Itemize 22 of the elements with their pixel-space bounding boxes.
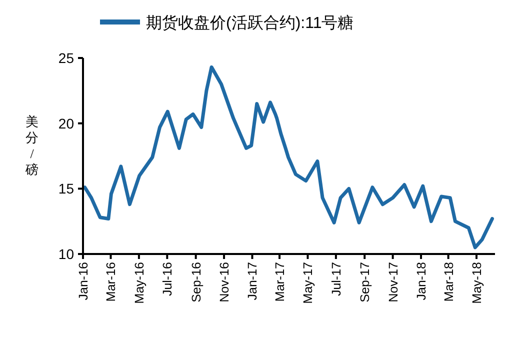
x-tick-label: May-18 — [470, 262, 484, 304]
x-tick-label: Jan-16 — [76, 262, 90, 300]
y-tick-label: 10 — [58, 246, 74, 262]
x-tick-label: May-17 — [301, 262, 316, 304]
x-tick-label: May-16 — [132, 262, 146, 304]
x-tick-label: Jul-16 — [160, 262, 175, 296]
legend: 期货收盘价(活跃合约):11号糖 — [100, 15, 354, 32]
x-tick-label: Jan-17 — [246, 262, 260, 300]
x-tick-label: Mar-18 — [442, 262, 456, 302]
x-tick-label: Mar-16 — [104, 262, 118, 302]
y-tick-label: 25 — [58, 50, 74, 66]
legend-label: 期货收盘价(活跃合约):11号糖 — [146, 14, 354, 32]
x-tick-label: Sep-16 — [189, 262, 204, 302]
x-tick-label: Mar-17 — [273, 262, 288, 302]
x-tick-label: Sep-17 — [358, 262, 372, 302]
y-axis-title: 美分/磅 — [24, 114, 38, 177]
x-tick-label: Jul-17 — [329, 262, 344, 296]
x-tick-label: Jan-18 — [414, 262, 429, 300]
x-tick-label: Nov-16 — [218, 262, 232, 302]
y-tick-label: 20 — [58, 115, 74, 132]
y-tick-label: 15 — [58, 180, 74, 197]
x-tick-label: Nov-17 — [386, 262, 400, 302]
